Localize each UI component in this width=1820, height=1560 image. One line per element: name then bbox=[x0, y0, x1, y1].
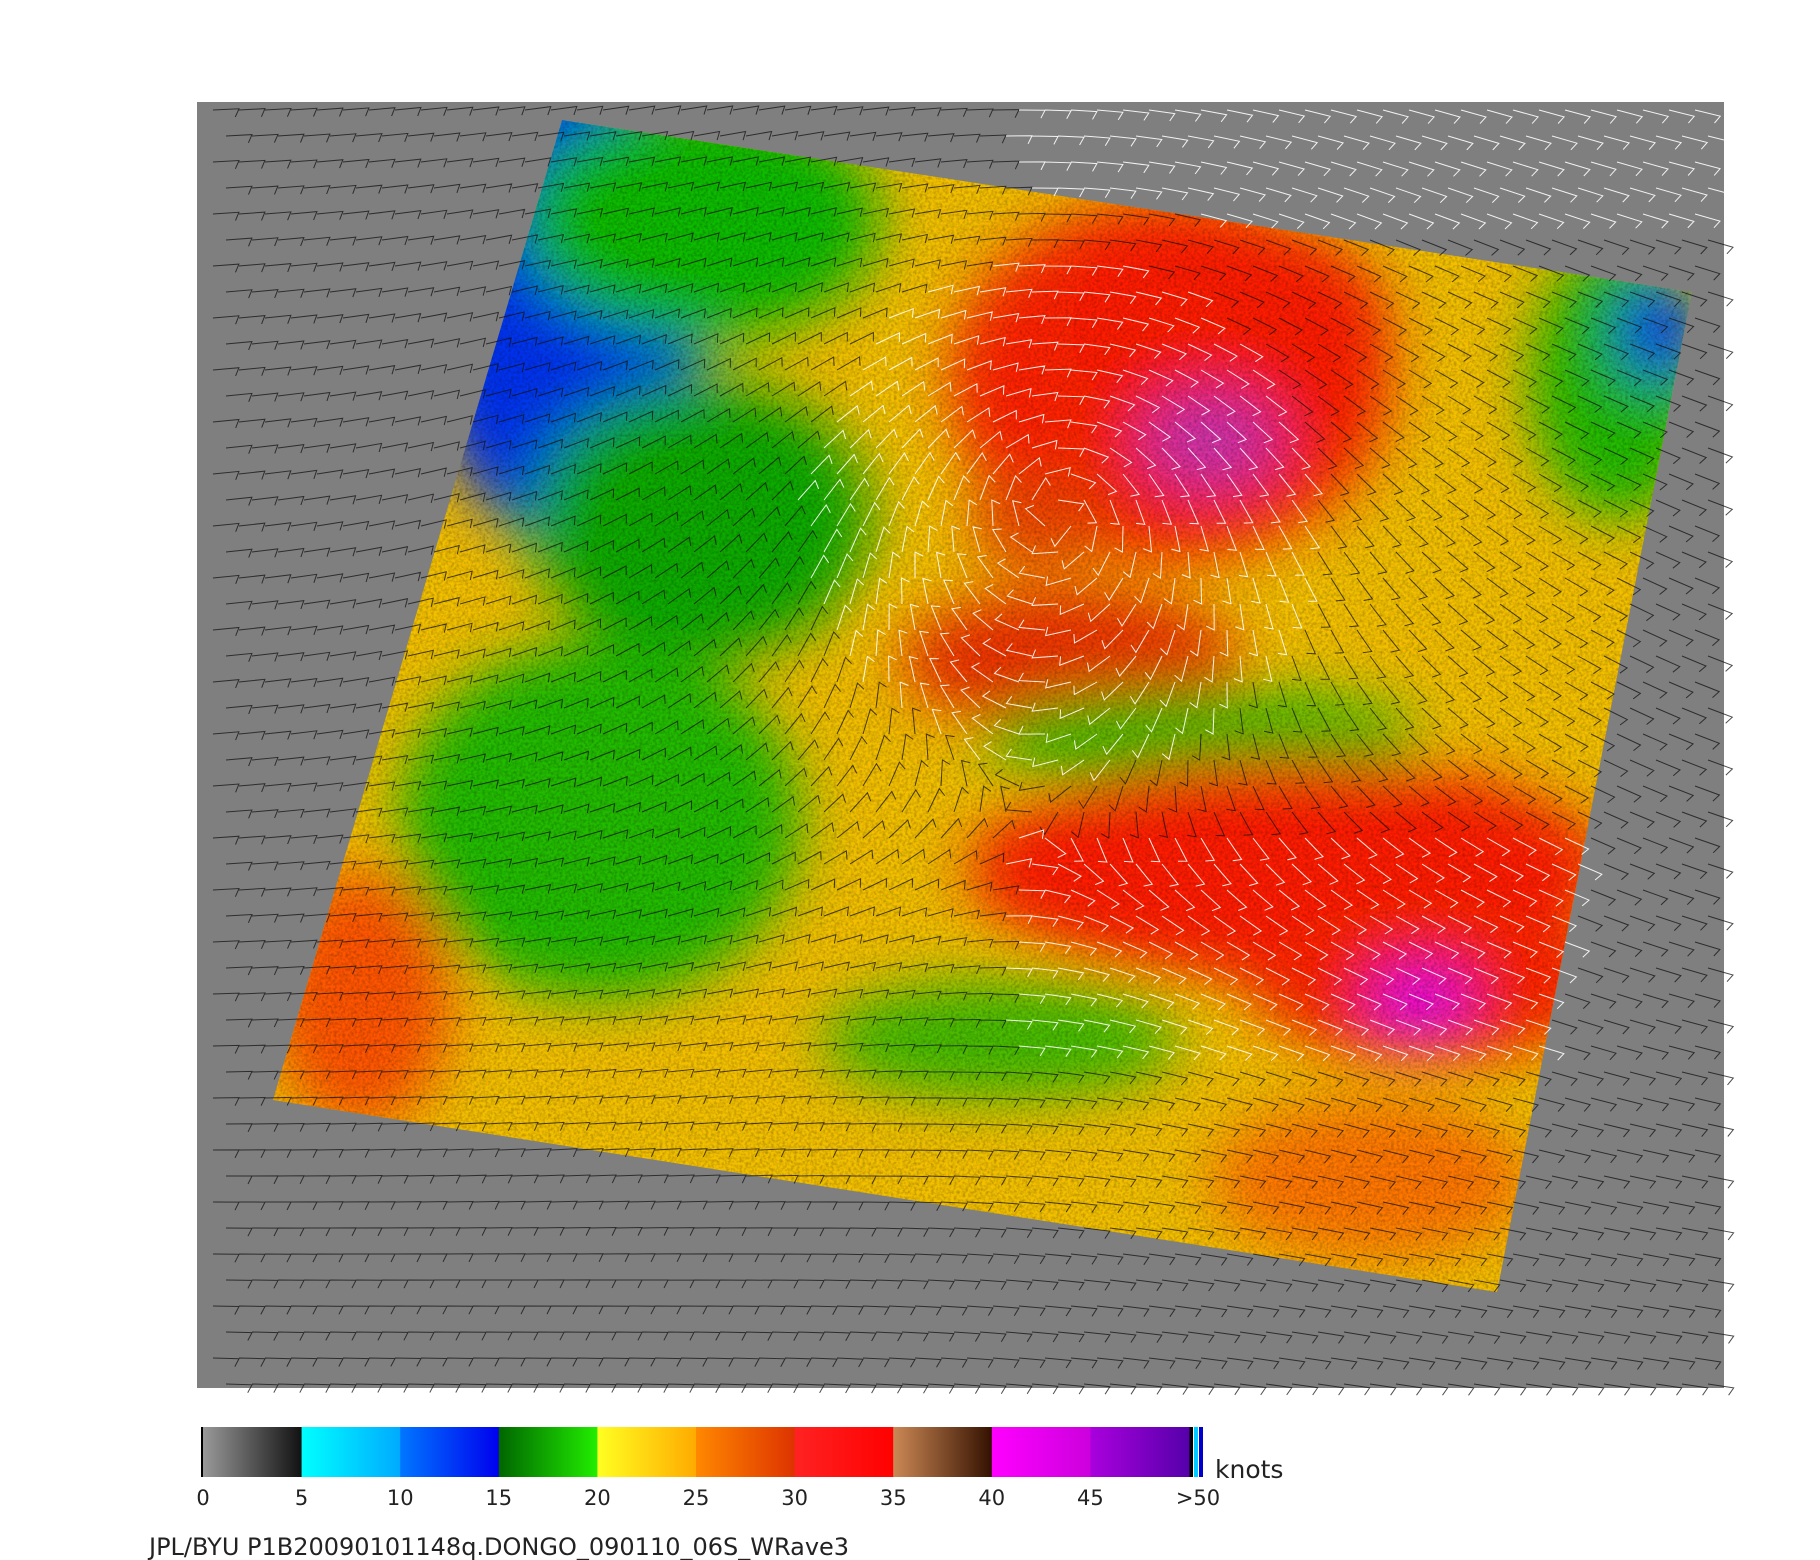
colorbar bbox=[201, 1427, 1203, 1477]
colorbar-edge bbox=[201, 1427, 203, 1477]
colorbar-tick-label: 25 bbox=[683, 1486, 710, 1510]
colorbar-segment bbox=[400, 1427, 500, 1477]
colorbar-edge bbox=[1194, 1427, 1198, 1477]
colorbar-tick-label: 40 bbox=[978, 1486, 1005, 1510]
colorbar-edge bbox=[1199, 1427, 1203, 1477]
colorbar-tick-label: 30 bbox=[781, 1486, 808, 1510]
colorbar-segment bbox=[1090, 1427, 1190, 1477]
footer: JPL/BYU P1B20090101148q.DONGO_090110_06S… bbox=[147, 1533, 849, 1560]
colorbar-segment bbox=[203, 1427, 303, 1477]
colorbar-segment bbox=[301, 1427, 401, 1477]
colorbar-segment bbox=[498, 1427, 598, 1477]
wind-barbs bbox=[212, 105, 1735, 1396]
colorbar-tick-label: 0 bbox=[196, 1486, 209, 1510]
colorbar-tick-label: >50 bbox=[1176, 1486, 1220, 1510]
colorbar-tick-label: 15 bbox=[485, 1486, 512, 1510]
colorbar-segment bbox=[991, 1427, 1091, 1477]
colorbar-segment bbox=[893, 1427, 993, 1477]
colorbar-tick-label: 20 bbox=[584, 1486, 611, 1510]
barbs-dark bbox=[212, 105, 1735, 1396]
colorbar-tick-label: 35 bbox=[880, 1486, 907, 1510]
colorbar-edge bbox=[1189, 1427, 1193, 1477]
wind-swath bbox=[273, 120, 1692, 1292]
colorbar-tick-label: 5 bbox=[295, 1486, 308, 1510]
colorbar-segment bbox=[597, 1427, 697, 1477]
colorbar-tick-label: 10 bbox=[387, 1486, 414, 1510]
colorbar-tick-label: 45 bbox=[1077, 1486, 1104, 1510]
barbs-light bbox=[797, 109, 1735, 1062]
colorbar-unit: knots bbox=[1215, 1455, 1283, 1484]
colorbar-segment bbox=[696, 1427, 796, 1477]
colorbar-segment bbox=[794, 1427, 894, 1477]
